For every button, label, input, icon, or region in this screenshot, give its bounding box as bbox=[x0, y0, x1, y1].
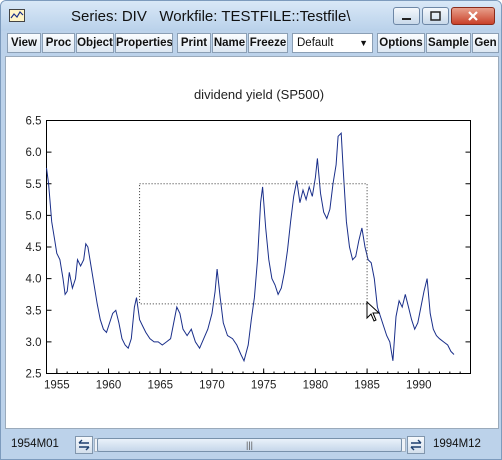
name-button[interactable]: Name bbox=[212, 33, 247, 53]
y-tick-label: 4.0 bbox=[26, 274, 42, 286]
options-button[interactable]: Options bbox=[377, 33, 425, 53]
proc-button[interactable]: Proc bbox=[42, 33, 75, 53]
chart-title: dividend yield (SP500) bbox=[194, 87, 324, 102]
chevron-down-icon: ▼ bbox=[359, 38, 368, 48]
sample-end: 1994M12 bbox=[433, 438, 481, 450]
view-button[interactable]: View bbox=[7, 33, 41, 53]
graph-window-icon bbox=[9, 9, 25, 22]
y-tick-label: 5.5 bbox=[26, 179, 42, 191]
status-bar: 1954M01 ||| 1994M12 bbox=[1, 430, 501, 459]
mouse-cursor-icon bbox=[366, 300, 381, 322]
freeze-button[interactable]: Freeze bbox=[248, 33, 288, 53]
properties-button[interactable]: Properties bbox=[115, 33, 173, 53]
toolbar: View Proc Object Properties Print Name F… bbox=[5, 32, 499, 54]
object-button[interactable]: Object bbox=[76, 33, 114, 53]
y-tick-label: 5.0 bbox=[26, 210, 42, 222]
scroll-thumb[interactable]: ||| bbox=[97, 438, 402, 452]
y-tick-label: 2.5 bbox=[26, 369, 42, 381]
x-axis: 1955 1960 1965 1970 1975 1980 1985 1990 bbox=[44, 368, 471, 392]
close-icon bbox=[468, 11, 478, 21]
y-axis: 2.5 3.0 3.5 4.0 4.5 5.0 5.5 6.0 6.5 bbox=[26, 116, 471, 381]
view-mode-value: Default bbox=[297, 37, 334, 49]
sample-start: 1954M01 bbox=[11, 438, 59, 450]
series-line bbox=[46, 132, 455, 363]
y-tick-label: 3.5 bbox=[26, 305, 42, 317]
grip-icon: ||| bbox=[245, 440, 254, 450]
gen-button[interactable]: Gen bbox=[472, 33, 499, 53]
line-chart[interactable]: dividend yield (SP500) 2.5 3.0 3.5 4.0 4.5 5.… bbox=[6, 57, 498, 428]
scroll-right-button[interactable] bbox=[407, 436, 425, 454]
y-tick-label: 3.0 bbox=[26, 337, 42, 349]
y-tick-label: 6.0 bbox=[26, 147, 42, 159]
print-button[interactable]: Print bbox=[177, 33, 211, 53]
title-bar[interactable]: Series: DIV Workfile: TESTFILE::Testfile… bbox=[1, 1, 501, 31]
minimize-button[interactable] bbox=[393, 7, 420, 25]
x-tick-label: 1990 bbox=[406, 380, 432, 392]
x-tick-label: 1965 bbox=[147, 380, 173, 392]
maximize-button[interactable] bbox=[422, 7, 449, 25]
x-tick-label: 1955 bbox=[44, 380, 70, 392]
double-arrow-icon bbox=[78, 439, 90, 451]
x-tick-label: 1985 bbox=[354, 380, 380, 392]
maximize-icon bbox=[430, 11, 441, 21]
close-button[interactable] bbox=[451, 7, 495, 25]
graph-area[interactable]: dividend yield (SP500) 2.5 3.0 3.5 4.0 4.5 5.… bbox=[5, 56, 499, 429]
sample-scrollbar[interactable]: ||| bbox=[75, 436, 425, 454]
minimize-icon bbox=[402, 18, 411, 20]
x-tick-label: 1960 bbox=[96, 380, 122, 392]
x-tick-label: 1980 bbox=[303, 380, 329, 392]
window-title: Series: DIV Workfile: TESTFILE::Testfile… bbox=[71, 8, 351, 25]
sample-button[interactable]: Sample bbox=[426, 33, 471, 53]
y-tick-label: 6.5 bbox=[26, 116, 42, 128]
x-tick-label: 1975 bbox=[251, 380, 277, 392]
series-lines bbox=[46, 132, 455, 363]
x-tick-label: 1970 bbox=[199, 380, 225, 392]
scroll-left-button[interactable] bbox=[75, 436, 93, 454]
y-tick-label: 4.5 bbox=[26, 242, 42, 254]
view-mode-select[interactable]: Default ▼ bbox=[292, 33, 373, 53]
double-arrow-icon bbox=[410, 439, 422, 451]
